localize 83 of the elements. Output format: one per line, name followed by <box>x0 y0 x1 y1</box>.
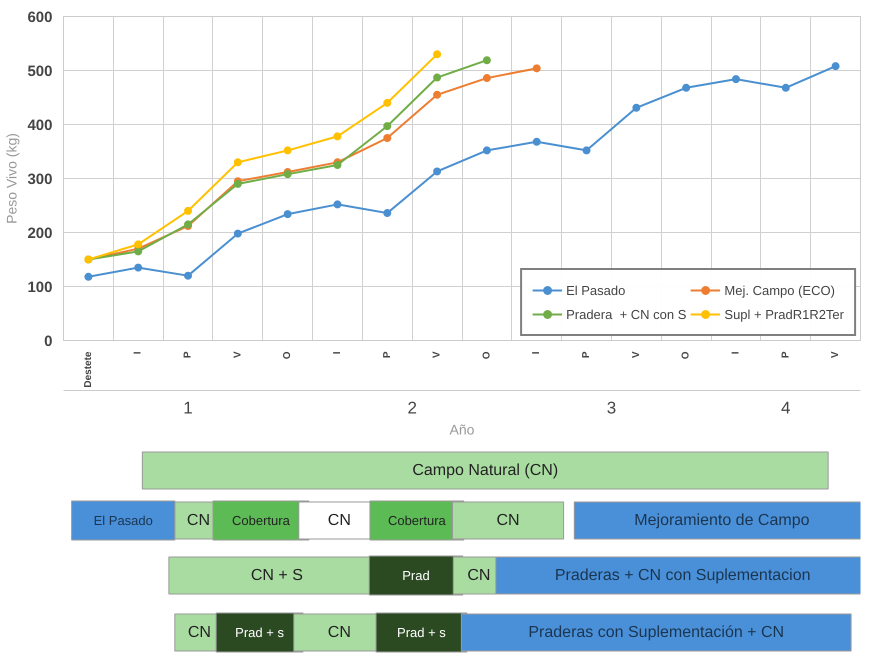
text: Praderas + CN con Suplementacion <box>554 567 811 584</box>
text: CN <box>467 567 490 584</box>
text: CN <box>328 512 351 529</box>
legend-label: Supl + PradR1R2Ter <box>724 306 844 322</box>
point <box>234 180 242 188</box>
y-tick-label: 300 <box>27 171 53 188</box>
text: CN <box>328 624 351 641</box>
text: Praderas con Suplementación + CN <box>528 624 784 641</box>
point <box>482 74 491 82</box>
legend-label: El Pasado <box>566 282 626 298</box>
y-axis-title: Peso Vivo (kg) <box>3 133 20 224</box>
y-tick-label: 100 <box>27 279 53 296</box>
point <box>383 98 392 107</box>
point <box>433 74 442 82</box>
x-tick-label: V <box>630 351 642 358</box>
y-tick-label: 400 <box>27 117 53 134</box>
x-tick-label: P <box>182 351 194 358</box>
point <box>134 240 142 248</box>
x-tick-label: V <box>232 351 244 358</box>
y-tick-label: 500 <box>27 63 53 80</box>
x-tick-label: Destete <box>82 351 94 388</box>
point <box>184 272 192 280</box>
text: CN + S <box>250 567 303 584</box>
point <box>234 230 242 238</box>
text: CN <box>496 512 520 529</box>
point <box>383 209 392 218</box>
point <box>433 50 442 58</box>
point <box>333 132 342 140</box>
point <box>134 247 142 256</box>
point <box>184 206 192 215</box>
point <box>284 146 292 154</box>
x-tick-label: P <box>581 351 592 358</box>
text: 1 <box>183 398 193 418</box>
point <box>482 56 491 64</box>
point <box>84 272 92 281</box>
point <box>732 75 740 84</box>
y-tick-label: 0 <box>44 333 52 350</box>
x-axis-title: Año <box>450 422 475 438</box>
legend-label: Mej. Campo (ECO) <box>724 282 835 298</box>
y-tick-label: 200 <box>27 225 53 242</box>
text: CN <box>188 624 211 641</box>
x-tick-label: V <box>432 351 443 358</box>
text: Prad + s <box>397 625 446 640</box>
point <box>234 158 242 166</box>
text: Prad + s <box>235 625 284 640</box>
text: El Pasado <box>94 513 153 528</box>
text: Cobertura <box>388 513 447 528</box>
point <box>632 104 640 112</box>
x-tick-label: O <box>282 351 294 360</box>
x-tick-label: O <box>481 351 492 360</box>
legend-label: Pradera + CN con S <box>566 306 686 322</box>
point <box>782 84 790 92</box>
point <box>433 167 442 176</box>
point <box>383 134 392 142</box>
text: Mejoramiento de Campo <box>634 512 810 529</box>
x-tick-label: I <box>730 351 742 354</box>
point <box>532 64 541 72</box>
point <box>433 90 442 99</box>
text: Campo Natural (CN) <box>412 462 558 479</box>
point <box>482 146 491 154</box>
point <box>333 200 342 208</box>
y-tick-label: 600 <box>27 9 53 26</box>
x-tick-label: I <box>132 351 144 354</box>
x-tick-label: P <box>382 351 393 358</box>
x-tick-label: O <box>680 351 692 360</box>
point <box>284 210 292 218</box>
text: 2 <box>407 398 417 418</box>
point <box>682 84 690 92</box>
point <box>333 161 342 169</box>
point <box>532 138 541 146</box>
x-tick-label: V <box>830 351 842 358</box>
text: Cobertura <box>232 513 291 528</box>
point <box>832 62 840 70</box>
point <box>582 146 591 154</box>
x-tick-label: I <box>531 351 542 354</box>
x-tick-label: I <box>332 351 343 354</box>
point <box>134 264 142 272</box>
text: Prad <box>402 568 430 583</box>
text: 4 <box>781 398 791 418</box>
text: CN <box>186 512 210 529</box>
x-tick-label: P <box>780 351 792 358</box>
text: 3 <box>606 398 616 418</box>
point <box>383 122 392 130</box>
